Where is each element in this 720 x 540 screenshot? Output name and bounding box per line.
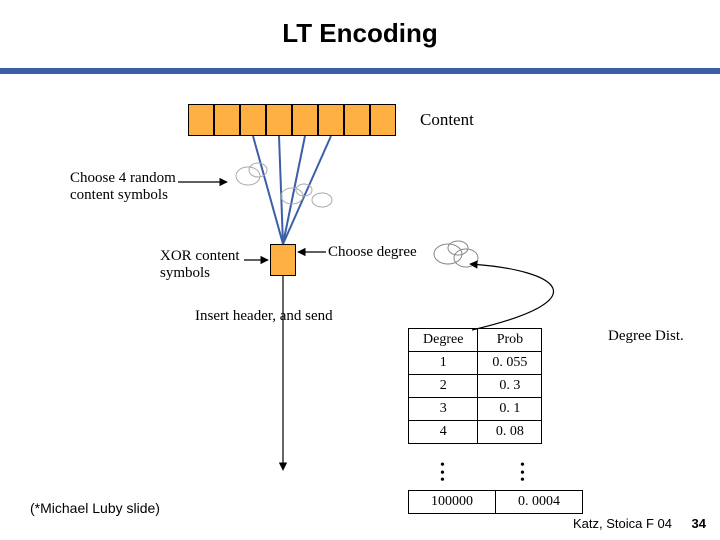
credit-label: (*Michael Luby slide) (30, 500, 160, 516)
content-block (214, 104, 240, 136)
page-title: LT Encoding (0, 18, 720, 49)
table-row: 30. 1 (409, 398, 542, 421)
content-label: Content (420, 110, 474, 130)
table-header: Prob (478, 329, 542, 352)
content-block (292, 104, 318, 136)
footer-label: Katz, Stoica F 04 (573, 517, 672, 532)
table-row: 10. 055 (409, 352, 542, 375)
xor-label: XOR content symbols (160, 248, 240, 283)
content-block (266, 104, 292, 136)
table-row: 40. 08 (409, 421, 542, 444)
content-block (370, 104, 396, 136)
content-block (188, 104, 214, 136)
degree-distribution-lastrow: 1000000. 0004 (408, 490, 583, 514)
choose-degree-label: Choose degree (328, 244, 417, 261)
vdots-right: ••• (520, 462, 525, 485)
vdots-left: ••• (440, 462, 445, 485)
degree-dist-label: Degree Dist. (608, 328, 684, 345)
diagram-lines (0, 0, 720, 540)
table-row: 20. 3 (409, 375, 542, 398)
table-header: Degree (409, 329, 478, 352)
accent-rule (0, 68, 720, 74)
insert-send-label: Insert header, and send (195, 308, 333, 325)
content-block (318, 104, 344, 136)
slide-number: 34 (692, 517, 706, 532)
table-row: 1000000. 0004 (409, 491, 583, 514)
degree-distribution-table: DegreeProb10. 05520. 330. 140. 08 (408, 328, 542, 444)
choose4-label: Choose 4 random content symbols (70, 170, 176, 205)
content-block (344, 104, 370, 136)
content-block (240, 104, 266, 136)
